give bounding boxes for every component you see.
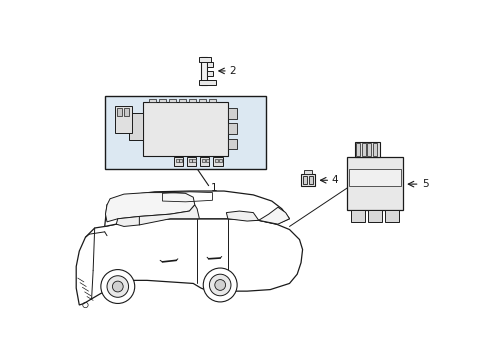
Bar: [227, 123, 237, 134]
Bar: [366, 143, 370, 156]
Circle shape: [101, 270, 135, 303]
Bar: [218, 159, 221, 162]
Bar: [188, 159, 191, 162]
Polygon shape: [105, 193, 194, 222]
Bar: [227, 139, 237, 149]
Bar: [367, 210, 381, 222]
Bar: [198, 80, 215, 85]
Circle shape: [107, 276, 128, 297]
Bar: [115, 106, 131, 133]
Circle shape: [209, 274, 230, 296]
Bar: [348, 169, 400, 186]
Bar: [213, 157, 222, 166]
Text: 5: 5: [421, 179, 427, 189]
Bar: [123, 108, 129, 116]
Circle shape: [112, 281, 123, 292]
Bar: [200, 157, 209, 166]
Bar: [129, 113, 143, 140]
Bar: [202, 159, 204, 162]
Bar: [198, 57, 210, 62]
Bar: [207, 71, 213, 76]
Bar: [372, 143, 376, 156]
Bar: [187, 157, 196, 166]
Bar: [175, 159, 178, 162]
Polygon shape: [226, 211, 258, 221]
Bar: [346, 157, 402, 210]
Bar: [214, 159, 218, 162]
Bar: [169, 99, 176, 102]
Polygon shape: [104, 191, 289, 226]
Bar: [356, 143, 360, 156]
Bar: [159, 99, 166, 102]
Bar: [302, 176, 306, 184]
Polygon shape: [116, 216, 143, 226]
Bar: [104, 95, 266, 169]
Polygon shape: [76, 219, 302, 305]
Bar: [209, 99, 216, 102]
Circle shape: [214, 280, 225, 291]
Text: 2: 2: [229, 66, 236, 76]
Bar: [350, 210, 364, 222]
Polygon shape: [139, 205, 199, 225]
Bar: [301, 174, 314, 186]
Bar: [304, 170, 311, 174]
Bar: [199, 99, 206, 102]
Bar: [205, 159, 208, 162]
Bar: [192, 159, 195, 162]
Text: 4: 4: [331, 175, 338, 185]
Text: 3: 3: [144, 156, 151, 166]
Bar: [384, 210, 398, 222]
Bar: [227, 108, 237, 119]
Bar: [354, 142, 379, 157]
Text: 1: 1: [210, 183, 217, 193]
Bar: [143, 102, 227, 156]
Bar: [201, 57, 207, 85]
Bar: [308, 176, 313, 184]
Bar: [179, 159, 182, 162]
Polygon shape: [258, 207, 289, 224]
Bar: [361, 143, 365, 156]
Bar: [207, 62, 213, 67]
Bar: [179, 99, 186, 102]
Bar: [174, 157, 183, 166]
Bar: [149, 99, 156, 102]
Bar: [117, 108, 122, 116]
Circle shape: [203, 268, 237, 302]
Bar: [189, 99, 196, 102]
